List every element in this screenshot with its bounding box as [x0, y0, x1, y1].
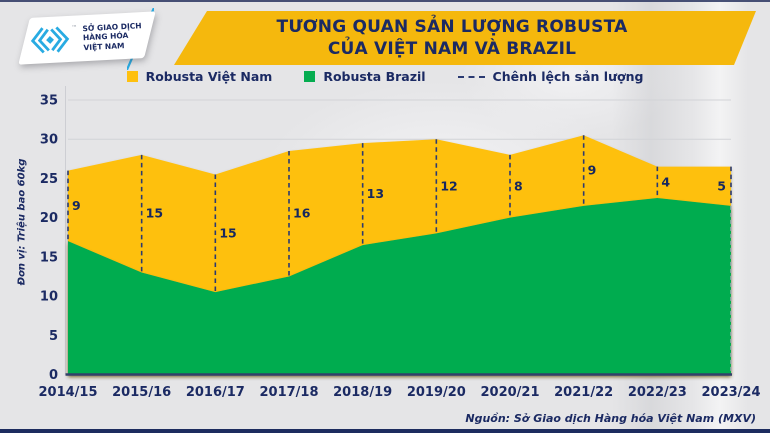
area-robusta-brazil: [68, 198, 731, 375]
difference-label: 15: [219, 225, 236, 240]
chart-title: TƯƠNG QUAN SẢN LƯỢNG ROBUSTA CỦA VIỆT NA…: [277, 16, 654, 60]
difference-label: 9: [588, 163, 597, 178]
dashed-line-swatch-icon: [457, 75, 485, 78]
difference-label: 13: [367, 186, 384, 201]
difference-label: 9: [72, 198, 81, 213]
y-tick-label: 25: [40, 172, 58, 187]
gold-square-swatch-icon: [126, 71, 138, 82]
x-tick-label: 2022/23: [628, 385, 687, 400]
legend-item-difference: Chênh lệch sản lượng: [457, 69, 644, 84]
x-tick-label: 2016/17: [186, 385, 245, 400]
difference-label: 15: [146, 206, 163, 221]
y-tick-label: 20: [40, 211, 58, 226]
mxv-logo-text: SỞ GIAO DỊCH HÀNG HÓA VIỆT NAM: [82, 21, 143, 52]
y-tick-label: 0: [49, 368, 58, 383]
title-banner: TƯƠNG QUAN SẢN LƯỢNG ROBUSTA CỦA VIỆT NA…: [174, 11, 756, 65]
x-tick-label: 2023/24: [701, 385, 760, 400]
y-tick-label: 30: [40, 133, 58, 148]
difference-label: 5: [717, 178, 726, 193]
difference-label: 12: [440, 178, 457, 193]
y-tick-label: 15: [40, 250, 58, 265]
mxv-diamond-icon: [30, 26, 70, 54]
x-tick-label: 2015/16: [112, 385, 171, 400]
y-tick-label: 5: [49, 329, 58, 344]
trademark-symbol: ™: [71, 24, 78, 32]
green-square-swatch-icon: [304, 71, 316, 82]
difference-label: 8: [514, 178, 523, 193]
chart-title-line1: TƯƠNG QUAN SẢN LƯỢNG ROBUSTA: [276, 16, 628, 37]
legend-label-brazil: Robusta Brazil: [323, 69, 426, 84]
legend-item-vietnam: Robusta Việt Nam: [126, 69, 273, 84]
x-tick-label: 2018/19: [333, 385, 392, 400]
chart-title-line2: CỦA VIỆT NAM VÀ BRAZIL: [327, 39, 577, 59]
legend-label-difference: Chênh lệch sản lượng: [492, 69, 644, 84]
mxv-logo-content: ™ SỞ GIAO DỊCH HÀNG HÓA VIỆT NAM: [23, 12, 151, 65]
legend-label-vietnam: Robusta Việt Nam: [145, 69, 273, 84]
legend-item-brazil: Robusta Brazil: [304, 69, 426, 84]
y-tick-label: 35: [40, 94, 58, 109]
legend: Robusta Việt Nam Robusta Brazil Chênh lệ…: [0, 69, 770, 84]
difference-label: 16: [293, 206, 311, 221]
x-tick-label: 2021/22: [554, 385, 613, 400]
source-note: Nguồn: Sở Giao dịch Hàng hóa Việt Nam (M…: [465, 412, 756, 425]
y-tick-label: 10: [40, 290, 58, 305]
x-tick-label: 2014/15: [38, 385, 97, 400]
x-tick-label: 2019/20: [407, 385, 466, 400]
x-tick-label: 2020/21: [480, 385, 539, 400]
bottom-border: [0, 429, 770, 433]
difference-label: 4: [661, 174, 670, 189]
mxv-logo: ™ SỞ GIAO DỊCH HÀNG HÓA VIỆT NAM: [18, 11, 156, 65]
x-tick-label: 2017/18: [259, 385, 318, 400]
top-border: [0, 0, 770, 2]
